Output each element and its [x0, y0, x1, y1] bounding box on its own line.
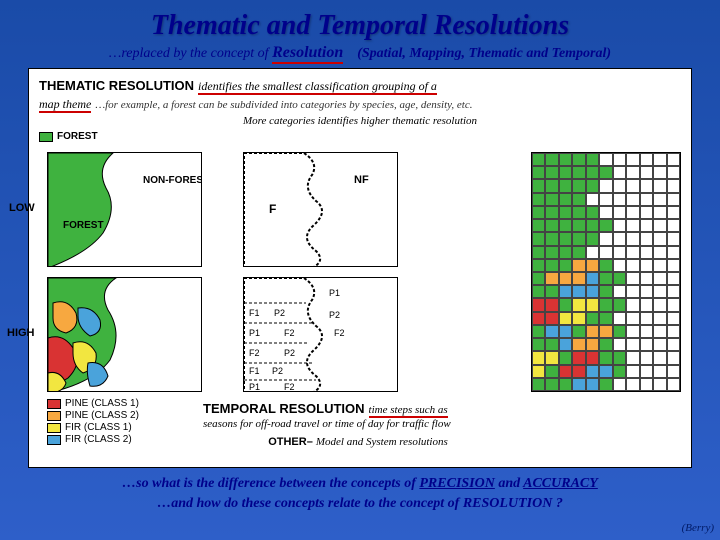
thematic-header-line: THEMATIC RESOLUTION identifies the small… — [39, 77, 681, 95]
svg-text:P2: P2 — [284, 348, 295, 358]
right-panel-group — [531, 152, 681, 448]
pine2-swatch — [47, 411, 61, 421]
main-content-panel: THEMATIC RESOLUTION identifies the small… — [28, 68, 692, 468]
fir1-swatch — [47, 423, 61, 433]
thematic-heading: THEMATIC RESOLUTION — [39, 78, 194, 93]
mid-high-svg: P1 P2 P2 F1 P1 F2 F2 F2 P2 F1 P2 P1 F2 — [244, 278, 398, 392]
q1-precision: PRECISION — [419, 476, 494, 491]
svg-text:P1: P1 — [249, 328, 260, 338]
svg-text:F2: F2 — [334, 328, 345, 338]
forest-swatch — [39, 132, 53, 142]
low-panel: NON-FOREST FOREST — [47, 152, 202, 267]
thematic-line2: map theme …for example, a forest can be … — [39, 95, 681, 113]
svg-text:F2: F2 — [284, 382, 295, 392]
subtitle-prefix: …replaced by the concept of — [109, 46, 272, 61]
fir1-label: FIR (CLASS 1) — [65, 422, 132, 433]
map-theme-text: map theme — [39, 97, 91, 113]
temporal-heading: TEMPORAL RESOLUTION — [203, 401, 365, 416]
pine1-label: PINE (CLASS 1) — [65, 398, 139, 409]
q2-end: ? — [556, 496, 563, 511]
slide-title: Thematic and Temporal Resolutions — [0, 0, 720, 44]
svg-text:P2: P2 — [272, 366, 283, 376]
svg-text:F1: F1 — [249, 366, 260, 376]
q1-accuracy: ACCURACY — [523, 476, 598, 491]
thematic-desc1: identifies the smallest classification g… — [198, 79, 437, 95]
temporal-desc2: seasons for off-road travel or time of d… — [203, 418, 513, 430]
left-panel-group: LOW HIGH NON-FOREST FOREST — [39, 152, 225, 448]
subtitle-paren: (Spatial, Mapping, Thematic and Temporal… — [357, 46, 611, 61]
mid-high-panel: P1 P2 P2 F1 P1 F2 F2 F2 P2 F1 P2 P1 F2 — [243, 277, 398, 392]
mid-low-svg: NF F — [244, 153, 398, 267]
high-blob-svg — [48, 278, 202, 392]
svg-text:P2: P2 — [274, 308, 285, 318]
forest-label: FOREST — [57, 131, 98, 142]
subtitle-resolution-word: Resolution — [272, 44, 343, 64]
svg-text:F1: F1 — [249, 308, 260, 318]
low-blob-svg: NON-FOREST FOREST — [48, 153, 202, 267]
slide-subtitle: …replaced by the concept of Resolution (… — [0, 44, 720, 68]
panels-row: LOW HIGH NON-FOREST FOREST — [39, 152, 681, 448]
grid-cells — [532, 153, 680, 391]
question2: …and how do these concepts relate to the… — [0, 496, 720, 512]
grid-panel — [531, 152, 681, 392]
high-panel — [47, 277, 202, 392]
q2-prefix: …and how do these concepts relate to the… — [157, 496, 463, 511]
svg-text:F2: F2 — [249, 348, 260, 358]
class-legend: PINE (CLASS 1) PINE (CLASS 2) FIR (CLASS… — [47, 398, 225, 445]
nonforest-text: NON-FOREST — [143, 175, 202, 186]
middle-panel-group: NF F P1 P2 P2 F1 P1 F2 — [243, 152, 513, 448]
high-label: HIGH — [7, 327, 35, 339]
pine2-label: PINE (CLASS 2) — [65, 410, 139, 421]
credit-text: (Berry) — [682, 522, 714, 534]
other-prefix: OTHER– — [268, 436, 316, 448]
q2-resolution: RESOLUTION — [463, 496, 552, 511]
svg-text:P1: P1 — [249, 382, 260, 392]
question1: …so what is the difference between the c… — [0, 476, 720, 492]
mid-low-panel: NF F — [243, 152, 398, 267]
svg-text:P2: P2 — [329, 310, 340, 320]
pine1-swatch — [47, 399, 61, 409]
f-text: F — [269, 202, 276, 216]
fir2-swatch — [47, 435, 61, 445]
thematic-desc2: …for example, a forest can be subdivided… — [95, 99, 472, 111]
q1-prefix: …so what is the difference between the c… — [122, 476, 419, 491]
other-line: OTHER– Model and System resolutions — [203, 436, 513, 448]
thematic-desc3: More categories identifies higher themat… — [39, 115, 681, 127]
svg-text:F2: F2 — [284, 328, 295, 338]
nf-text: NF — [354, 174, 369, 186]
temporal-section: TEMPORAL RESOLUTION time steps such as s… — [203, 400, 513, 448]
fir2-label: FIR (CLASS 2) — [65, 434, 132, 445]
temporal-desc1: time steps such as — [369, 404, 448, 418]
forest-legend: FOREST — [39, 131, 681, 142]
svg-text:P1: P1 — [329, 288, 340, 298]
forest-text: FOREST — [63, 220, 104, 231]
low-label: LOW — [9, 202, 35, 214]
q1-and: and — [498, 476, 523, 491]
other-text: Model and System resolutions — [316, 436, 448, 448]
